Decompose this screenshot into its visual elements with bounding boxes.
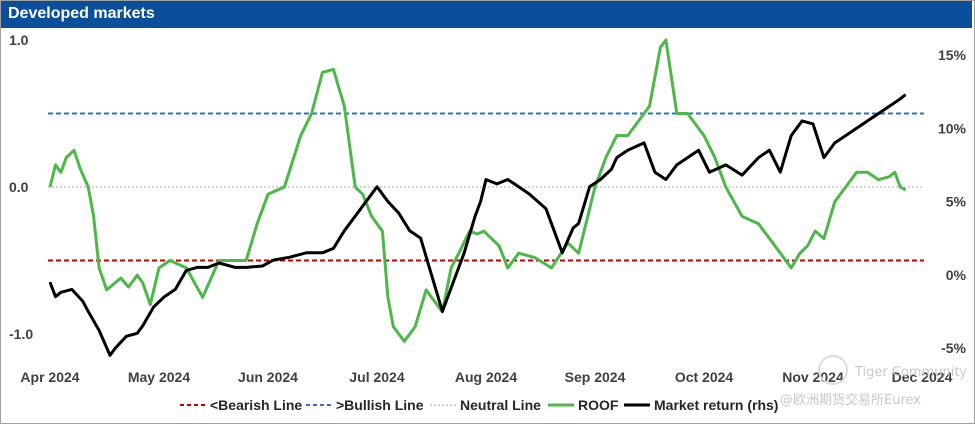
legend-roof-label: ROOF [578,397,619,413]
y-right-tick-label: 5% [946,194,967,210]
y-right-tick-label: 0% [946,267,967,283]
chart-title-bar: Developed markets [1,1,972,28]
watermark-community: Tiger Community [854,365,967,380]
y-right-tick-label: 10% [938,120,967,136]
y-right-tick-label: 15% [938,47,967,63]
legend-market-label: Market return (rhs) [654,397,778,413]
roof-line [48,38,907,343]
x-tick-label: Dec 2024 [892,369,953,385]
watermark-logo-icon [818,355,848,385]
legend-neutral-label: Neutral Line [460,397,541,413]
market-return-line [48,93,907,357]
legend-bearish-label: <Bearish Line [210,397,302,413]
y-right-tick-label: -5% [941,340,966,356]
y-left-tick-label: 0.0 [9,179,29,195]
x-tick-label: Oct 2024 [675,369,734,385]
chart-title: Developed markets [8,5,155,22]
x-tick-label: Aug 2024 [455,369,517,385]
x-tick-label: Jun 2024 [238,369,298,385]
legend-bullish-label: >Bullish Line [336,397,424,413]
x-tick-label: Sep 2024 [565,369,626,385]
x-tick-label: May 2024 [128,369,190,385]
x-tick-label: Nov 2024 [782,369,844,385]
y-left-tick-label: 1.0 [9,32,29,48]
y-left-tick-label: -1.0 [9,326,33,342]
watermark-handle: @欧洲期货交易所Eurex [780,392,921,408]
x-tick-label: Jul 2024 [349,369,404,385]
x-tick-label: Apr 2024 [20,369,79,385]
